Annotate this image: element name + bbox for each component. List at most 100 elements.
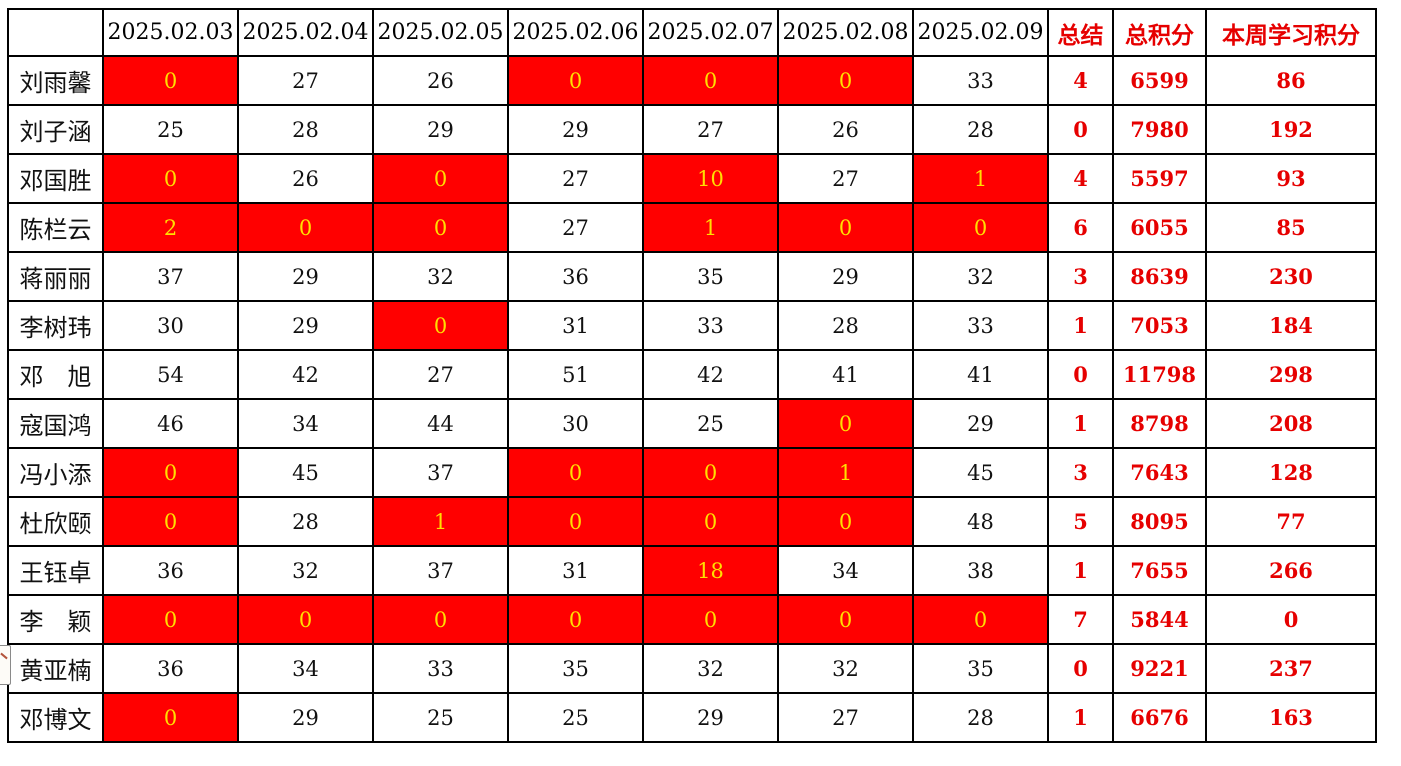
cell-day-value[interactable]: 48 [912, 496, 1049, 547]
cell-summary[interactable]: 1 [1047, 398, 1114, 449]
cell-day-value[interactable]: 38 [912, 545, 1049, 596]
cell-day-value[interactable]: 0 [102, 153, 239, 204]
cell-student-name[interactable]: 王钰卓 [7, 545, 104, 596]
cell-day-value[interactable]: 29 [777, 251, 914, 302]
cell-day-value[interactable]: 0 [912, 202, 1049, 253]
cell-student-name[interactable]: 寇国鸿 [7, 398, 104, 449]
cell-day-value[interactable]: 25 [372, 692, 509, 743]
cell-week-points[interactable]: 85 [1205, 202, 1377, 253]
cell-day-value[interactable]: 37 [372, 447, 509, 498]
cell-day-value[interactable]: 0 [642, 55, 779, 106]
cell-day-value[interactable]: 0 [642, 447, 779, 498]
cell-day-value[interactable]: 0 [102, 55, 239, 106]
cell-day-value[interactable]: 33 [642, 300, 779, 351]
cell-day-value[interactable]: 33 [912, 300, 1049, 351]
cell-day-value[interactable]: 2 [102, 202, 239, 253]
cell-day-value[interactable]: 0 [507, 496, 644, 547]
cell-day-value[interactable]: 1 [912, 153, 1049, 204]
cell-day-value[interactable]: 41 [912, 349, 1049, 400]
cell-day-value[interactable]: 34 [237, 398, 374, 449]
cell-day-value[interactable]: 0 [507, 594, 644, 645]
cell-week-points[interactable]: 77 [1205, 496, 1377, 547]
cell-summary[interactable]: 4 [1047, 55, 1114, 106]
cell-week-points[interactable]: 192 [1205, 104, 1377, 155]
cell-day-value[interactable]: 29 [507, 104, 644, 155]
cell-day-value[interactable]: 51 [507, 349, 644, 400]
cell-student-name[interactable]: 蒋丽丽 [7, 251, 104, 302]
cell-summary[interactable]: 5 [1047, 496, 1114, 547]
cell-day-value[interactable]: 45 [237, 447, 374, 498]
cell-student-name[interactable]: 杜欣颐 [7, 496, 104, 547]
cell-day-value[interactable]: 0 [777, 202, 914, 253]
cell-day-value[interactable]: 32 [237, 545, 374, 596]
cell-week-points[interactable]: 128 [1205, 447, 1377, 498]
cell-day-value[interactable]: 30 [507, 398, 644, 449]
cell-day-value[interactable]: 25 [102, 104, 239, 155]
cell-day-value[interactable]: 26 [777, 104, 914, 155]
cell-total-points[interactable]: 7980 [1112, 104, 1207, 155]
cell-day-value[interactable]: 29 [237, 251, 374, 302]
column-header-date-3[interactable]: 2025.02.06 [507, 8, 644, 57]
cell-day-value[interactable]: 33 [912, 55, 1049, 106]
cell-day-value[interactable]: 29 [912, 398, 1049, 449]
cell-day-value[interactable]: 54 [102, 349, 239, 400]
cell-summary[interactable]: 3 [1047, 447, 1114, 498]
cell-day-value[interactable]: 42 [642, 349, 779, 400]
cell-total-points[interactable]: 8639 [1112, 251, 1207, 302]
cell-day-value[interactable]: 32 [372, 251, 509, 302]
cell-day-value[interactable]: 28 [912, 104, 1049, 155]
cell-day-value[interactable]: 0 [372, 153, 509, 204]
column-header-summary-2[interactable]: 本周学习积分 [1205, 8, 1377, 57]
cell-total-points[interactable]: 6055 [1112, 202, 1207, 253]
cell-week-points[interactable]: 86 [1205, 55, 1377, 106]
cell-student-name[interactable]: 刘子涵 [7, 104, 104, 155]
cell-summary[interactable]: 6 [1047, 202, 1114, 253]
cell-day-value[interactable]: 0 [102, 594, 239, 645]
cell-day-value[interactable]: 32 [777, 643, 914, 694]
cell-day-value[interactable]: 29 [237, 300, 374, 351]
cell-day-value[interactable]: 0 [507, 55, 644, 106]
cell-total-points[interactable]: 7643 [1112, 447, 1207, 498]
cell-day-value[interactable]: 10 [642, 153, 779, 204]
cell-week-points[interactable]: 237 [1205, 643, 1377, 694]
cell-week-points[interactable]: 230 [1205, 251, 1377, 302]
cell-day-value[interactable]: 42 [237, 349, 374, 400]
cell-day-value[interactable]: 31 [507, 545, 644, 596]
cell-day-value[interactable]: 27 [372, 349, 509, 400]
cell-day-value[interactable]: 0 [372, 202, 509, 253]
cell-day-value[interactable]: 0 [642, 496, 779, 547]
column-header-date-1[interactable]: 2025.02.04 [237, 8, 374, 57]
cell-day-value[interactable]: 34 [777, 545, 914, 596]
cell-total-points[interactable]: 5844 [1112, 594, 1207, 645]
cell-student-name[interactable]: 邓博文 [7, 692, 104, 743]
cell-day-value[interactable]: 1 [777, 447, 914, 498]
cell-day-value[interactable]: 0 [777, 594, 914, 645]
cell-day-value[interactable]: 28 [912, 692, 1049, 743]
cell-student-name[interactable]: 黄亚楠 [7, 643, 104, 694]
cell-summary[interactable]: 7 [1047, 594, 1114, 645]
cell-student-name[interactable]: 李树玮 [7, 300, 104, 351]
cell-week-points[interactable]: 184 [1205, 300, 1377, 351]
cell-day-value[interactable]: 35 [507, 643, 644, 694]
cell-total-points[interactable]: 6676 [1112, 692, 1207, 743]
cell-day-value[interactable]: 37 [102, 251, 239, 302]
cell-week-points[interactable]: 0 [1205, 594, 1377, 645]
cell-summary[interactable]: 0 [1047, 104, 1114, 155]
cell-day-value[interactable]: 27 [642, 104, 779, 155]
cell-day-value[interactable]: 28 [237, 496, 374, 547]
cell-student-name[interactable]: 邓 旭 [7, 349, 104, 400]
column-header-summary-0[interactable]: 总结 [1047, 8, 1114, 57]
cell-day-value[interactable]: 0 [237, 594, 374, 645]
cell-week-points[interactable]: 208 [1205, 398, 1377, 449]
cell-day-value[interactable]: 27 [507, 153, 644, 204]
cell-day-value[interactable]: 33 [372, 643, 509, 694]
cell-day-value[interactable]: 45 [912, 447, 1049, 498]
cell-day-value[interactable]: 0 [102, 447, 239, 498]
column-header-date-0[interactable]: 2025.02.03 [102, 8, 239, 57]
cell-day-value[interactable]: 28 [777, 300, 914, 351]
cell-student-name[interactable]: 邓国胜 [7, 153, 104, 204]
column-header-summary-1[interactable]: 总积分 [1112, 8, 1207, 57]
cell-summary[interactable]: 1 [1047, 300, 1114, 351]
cell-day-value[interactable]: 37 [372, 545, 509, 596]
cell-day-value[interactable]: 0 [237, 202, 374, 253]
